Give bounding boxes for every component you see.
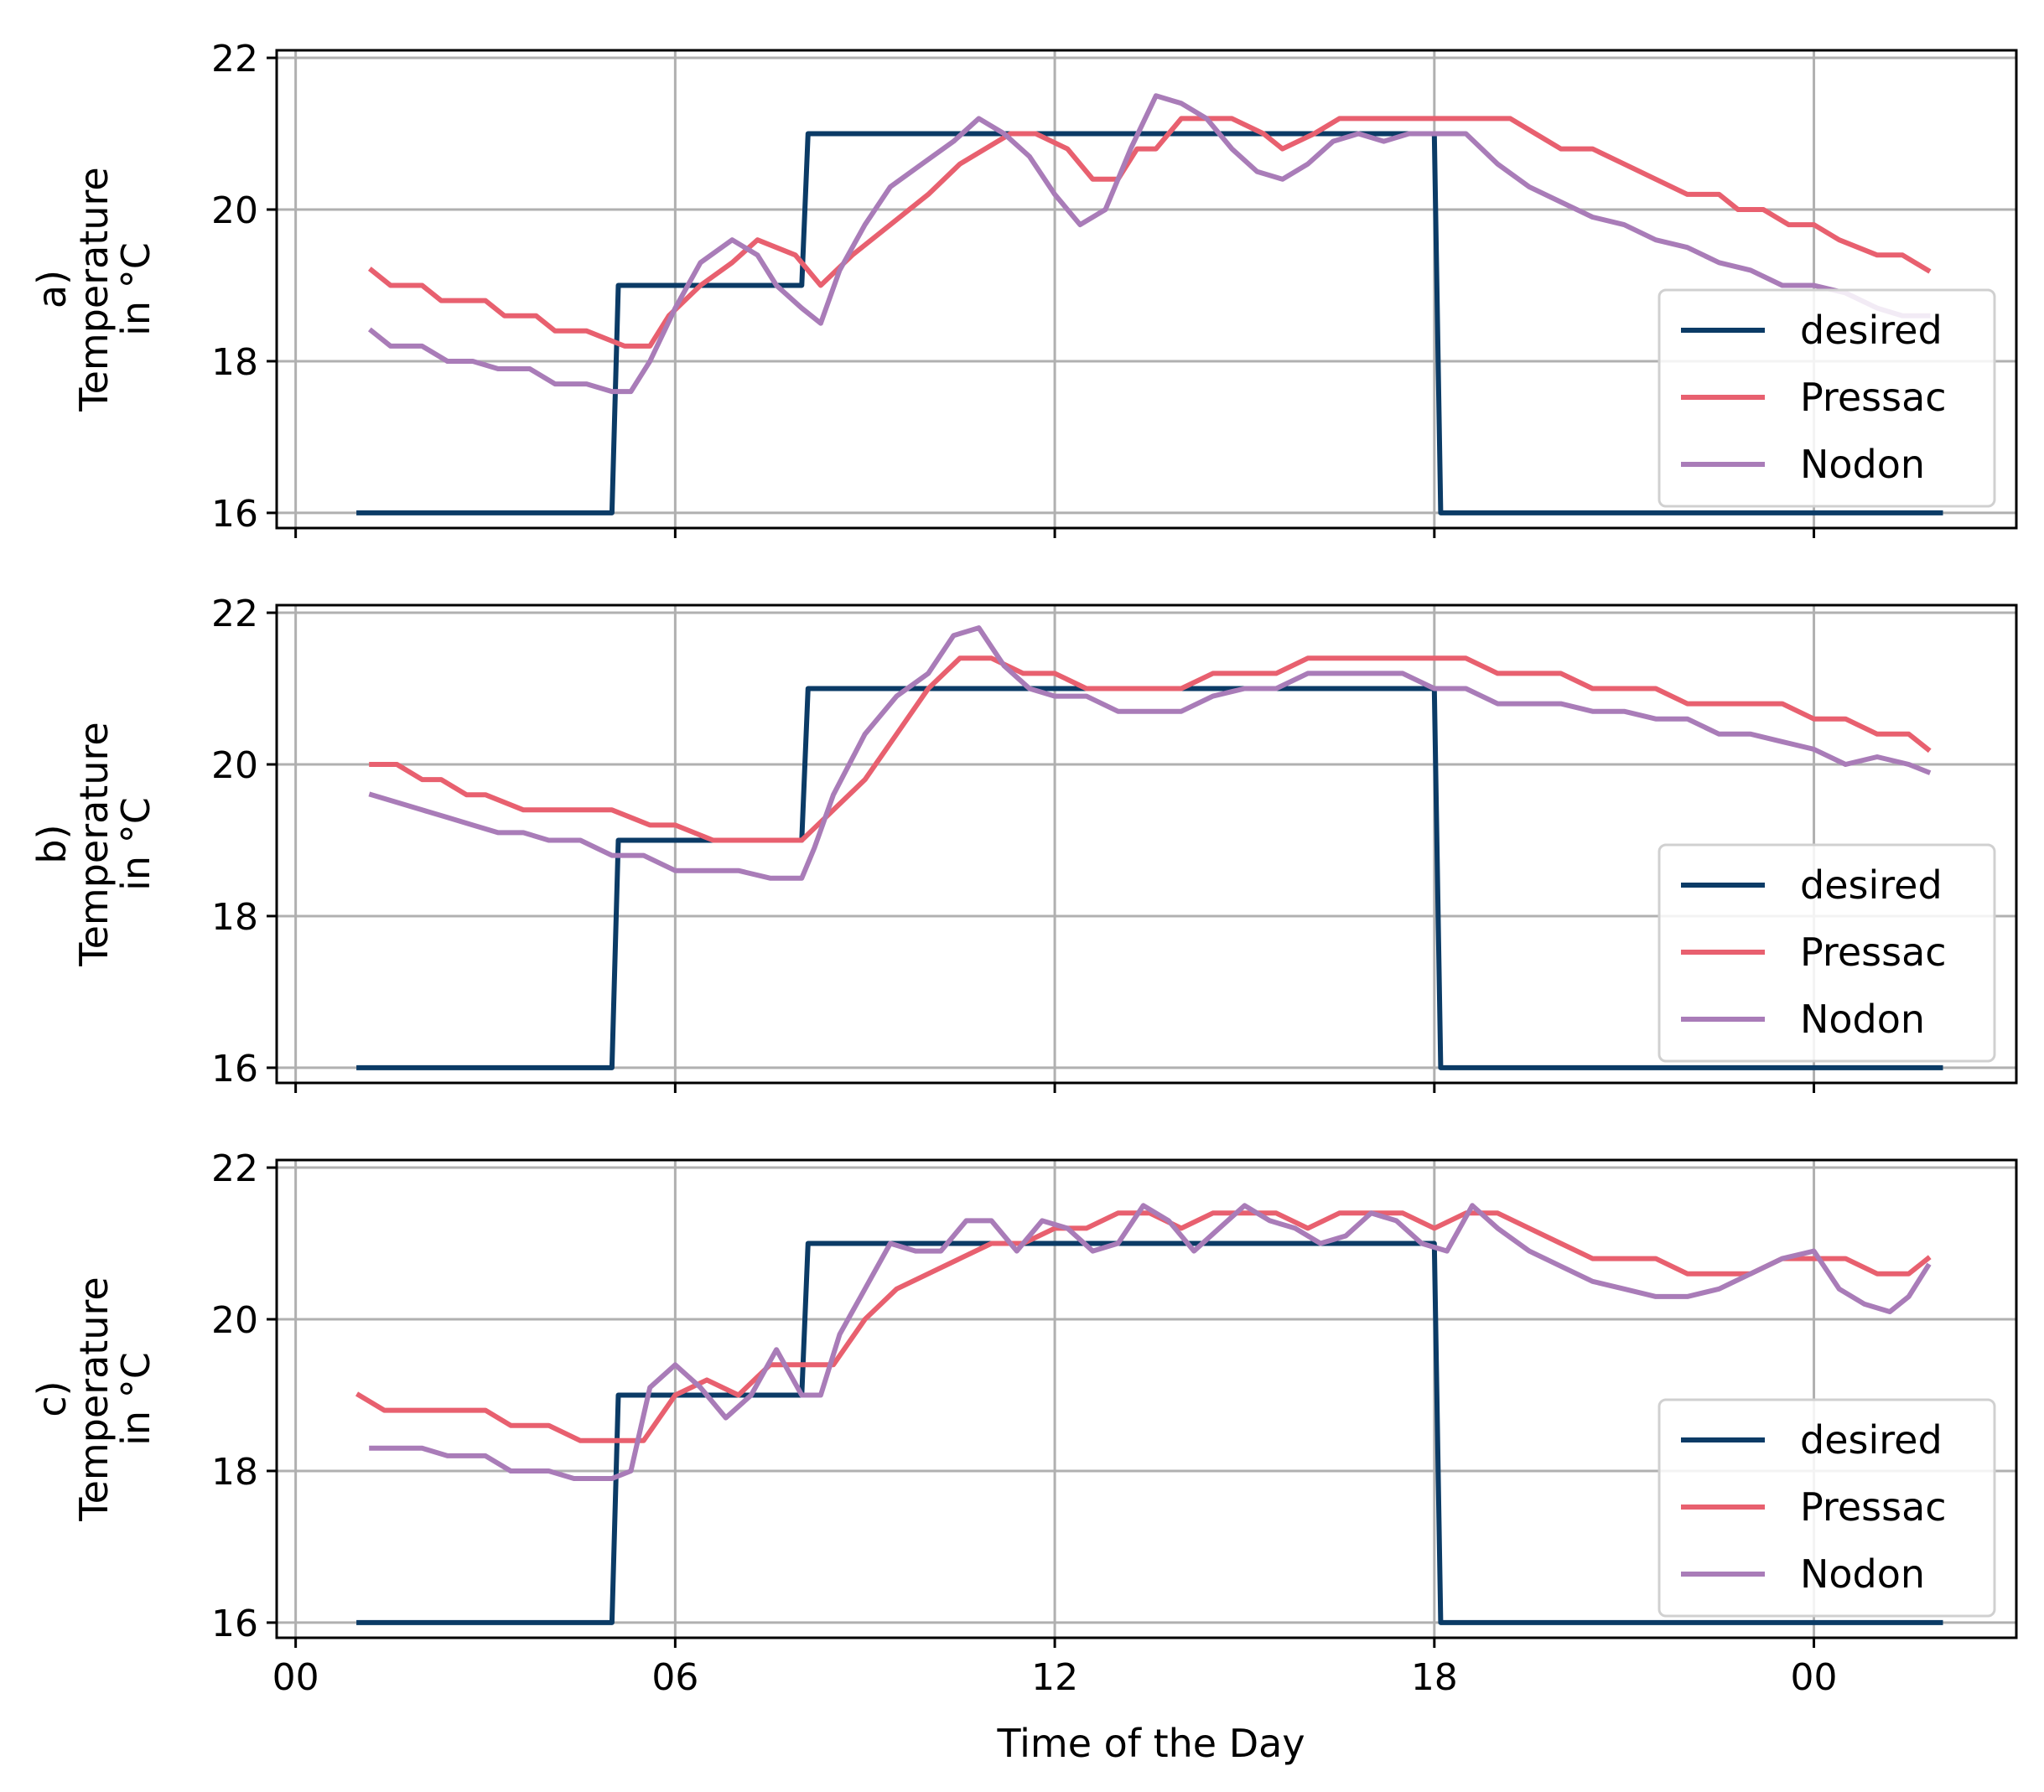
y-axis-title: in °C <box>113 797 158 891</box>
plot-frame <box>275 603 2018 1085</box>
series-line-desired <box>356 686 1943 1070</box>
x-tick-label: 00 <box>272 1656 319 1699</box>
panel-label: c) <box>29 1380 75 1417</box>
plot-frame <box>275 1158 2018 1639</box>
series-line-pressac <box>367 116 1932 349</box>
legend-label: desired <box>1800 862 1943 908</box>
legend-label: Nodon <box>1800 997 1925 1042</box>
series-line-nodon <box>367 93 1931 395</box>
y-tick-label: 20 <box>211 1299 258 1342</box>
y-tick-label: 16 <box>211 1048 258 1090</box>
series-line-desired <box>356 131 1943 515</box>
plot-frame <box>275 49 2018 530</box>
legend-label: Pressac <box>1800 930 1947 975</box>
x-tick-label: 18 <box>1411 1656 1458 1699</box>
legend: desired Pressac Nodon <box>1658 1398 1996 1618</box>
x-tick-label: 12 <box>1031 1656 1078 1699</box>
y-tick-label: 22 <box>211 38 258 80</box>
y-tick-label: 22 <box>211 593 258 635</box>
legend-box <box>1658 1398 1996 1618</box>
y-tick-label: 20 <box>211 189 258 232</box>
legend-label: Nodon <box>1800 1551 1925 1597</box>
legend-label: Nodon <box>1800 442 1925 487</box>
panel-label: b) <box>29 824 75 863</box>
x-tick-label: 00 <box>1791 1656 1838 1699</box>
y-axis-title: Temperature <box>71 1277 117 1521</box>
y-tick-label: 20 <box>211 744 258 787</box>
legend: desired Pressac Nodon <box>1658 843 1996 1063</box>
legend-label: desired <box>1800 1417 1943 1463</box>
panel-label: a) <box>29 270 75 308</box>
legend-box <box>1658 843 1996 1063</box>
y-tick-label: 22 <box>211 1147 258 1190</box>
series-line-pressac <box>355 1210 1932 1443</box>
x-tick-label: 06 <box>651 1656 698 1699</box>
y-tick-label: 16 <box>211 1603 258 1645</box>
y-axis-title: Temperature <box>71 722 117 966</box>
x-axis-title: Time of the Day <box>996 1721 1305 1766</box>
y-tick-label: 18 <box>211 341 258 384</box>
series-line-nodon <box>368 625 1932 881</box>
series-line-pressac <box>369 655 1932 843</box>
y-axis-title: in °C <box>113 242 158 336</box>
series-line-desired <box>356 1240 1943 1625</box>
y-tick-label: 16 <box>211 493 258 536</box>
legend: desired Pressac Nodon <box>1658 288 1996 508</box>
legend-label: Pressac <box>1800 1484 1947 1530</box>
y-axis-title: Temperature <box>71 167 117 412</box>
y-tick-label: 18 <box>211 1451 258 1494</box>
legend-box <box>1658 288 1996 508</box>
legend-label: Pressac <box>1800 375 1947 420</box>
legend-label: desired <box>1800 308 1943 353</box>
series-line-nodon <box>369 1203 1932 1481</box>
y-tick-label: 18 <box>211 896 258 939</box>
y-axis-title: in °C <box>113 1352 158 1446</box>
